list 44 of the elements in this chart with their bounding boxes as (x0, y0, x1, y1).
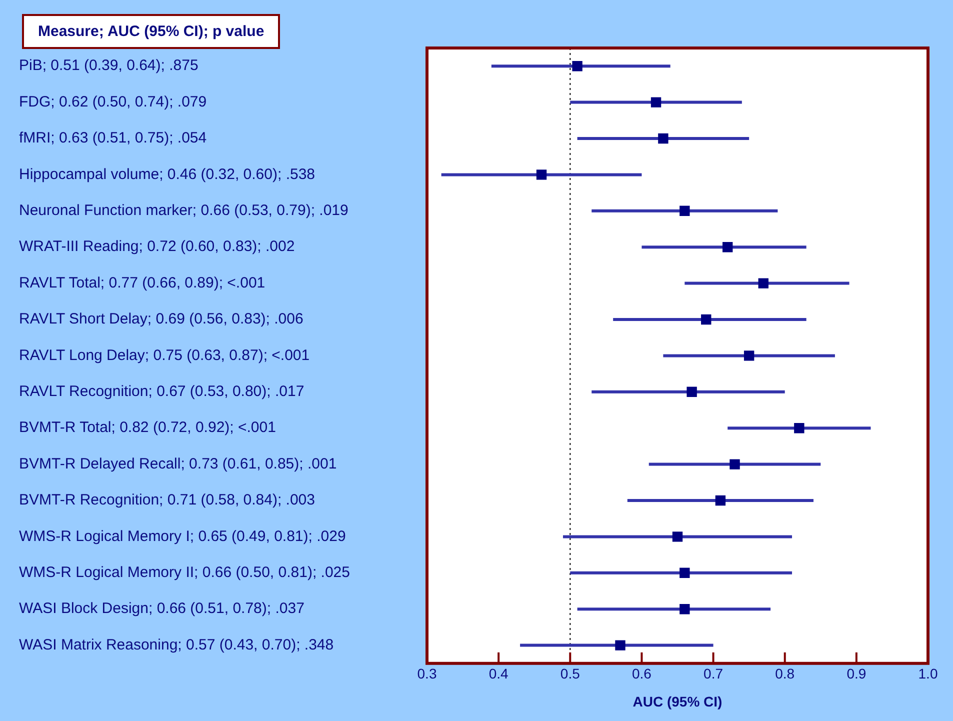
x-tick-label: 0.8 (775, 666, 795, 682)
point (658, 133, 668, 144)
x-tick-label: 0.9 (846, 666, 866, 682)
y-tick-label: RAVLT Recognition; 0.67 (0.53, 0.80); .017 (19, 383, 304, 400)
x-tick-label: 0.6 (632, 666, 652, 682)
x-tick-label: 0.7 (704, 666, 724, 682)
point (680, 568, 690, 578)
y-tick-label: BVMT-R Total; 0.82 (0.72, 0.92); <.001 (19, 419, 276, 436)
point (686, 386, 697, 397)
x-tick-label: 1.0 (918, 666, 938, 682)
x-axis-title: AUC (95% CI) (632, 693, 722, 710)
y-tick-label: WMS-R Logical Memory II; 0.66 (0.50, 0.81); .025 (19, 564, 350, 582)
point (650, 97, 662, 108)
point (680, 206, 690, 216)
y-tick-label: PiB; 0.51 (0.39, 0.64); .875 (19, 57, 198, 74)
x-tick-label: 0.5 (560, 666, 580, 682)
point (572, 61, 582, 72)
y-tick-label: BVMT-R Recognition; 0.71 (0.58, 0.84); .003 (19, 492, 315, 509)
point (715, 495, 726, 506)
text: Measure; AUC (95% CI); p value (22, 14, 280, 49)
y-tick-label: Neuronal Function marker; 0.66 (0.53, 0.79); .019 (19, 202, 348, 220)
point (758, 278, 768, 288)
y-tick-label: RAVLT Long Delay; 0.75 (0.63, 0.87); <.001 (19, 346, 310, 364)
y-tick-label: WASI Matrix Reasoning; 0.57 (0.43, 0.70); .348 (19, 636, 334, 654)
point (672, 532, 683, 542)
point (722, 242, 733, 252)
y-tick-label: FDG; 0.62 (0.50, 0.74); .079 (19, 93, 207, 110)
point (701, 314, 712, 325)
point (730, 459, 740, 470)
point (744, 350, 754, 361)
point (615, 640, 626, 650)
y-tick-label: fMRI; 0.63 (0.51, 0.75); .054 (19, 130, 207, 147)
y-tick-label: RAVLT Total; 0.77 (0.66, 0.89); <.001 (19, 274, 266, 292)
y-tick-label: RAVLT Short Delay; 0.69 (0.56, 0.83); .006 (19, 310, 304, 328)
x-tick-label: 0.3 (417, 666, 437, 682)
y-tick-label: BVMT-R Delayed Recall; 0.73 (0.61, 0.85); .001 (19, 455, 337, 472)
y-tick-label: WASI Block Design; 0.66 (0.51, 0.78); .037 (19, 600, 304, 618)
x-tick-label: 0.4 (488, 666, 509, 682)
point (536, 170, 547, 180)
y-tick-label: Hippocampal volume; 0.46 (0.32, 0.60); .538 (19, 166, 316, 183)
y-tick-label: WRAT-III Reading; 0.72 (0.60, 0.83); .002 (19, 238, 295, 256)
point (794, 423, 804, 434)
y-tick-label: WMS-R Logical Memory I; 0.65 (0.49, 0.81); .029 (19, 528, 346, 545)
point (680, 604, 690, 614)
